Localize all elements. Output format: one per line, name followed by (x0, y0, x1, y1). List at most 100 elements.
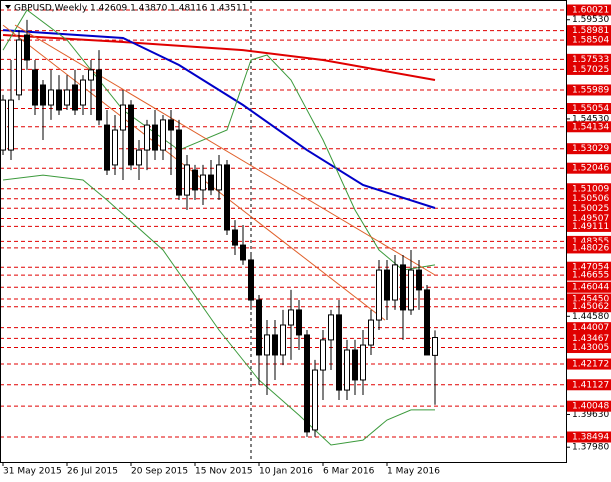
level-label: 1.58981 (572, 26, 609, 36)
indicator-line (2, 9, 436, 271)
level-label-box (567, 431, 611, 443)
level-label-box (567, 162, 611, 174)
level-label-box (567, 358, 611, 370)
level-label-box (567, 235, 611, 247)
plot-frame (0, 0, 567, 463)
level-label: 1.60021 (572, 5, 609, 15)
candle-body (296, 309, 302, 336)
candle-body (240, 244, 246, 261)
x-tick-label: 20 Sep 2015 (131, 467, 188, 477)
candle-body (80, 79, 86, 106)
candle-body (72, 84, 78, 111)
level-label: 1.48355 (572, 237, 609, 247)
level-label-box (567, 242, 611, 254)
x-tick-label: 31 May 2015 (3, 467, 62, 477)
level-label: 1.55054 (572, 104, 609, 114)
level-label-box (567, 53, 611, 65)
candle-body (320, 339, 326, 371)
x-tick-label: 26 Jul 2015 (67, 467, 118, 477)
candle-body (200, 174, 206, 191)
candle-body (208, 174, 214, 191)
plot-area (0, 0, 566, 462)
x-tick-label: 15 Nov 2015 (195, 467, 253, 477)
level-label: 1.58504 (572, 36, 609, 46)
candle-body (280, 324, 286, 356)
candle-body (40, 84, 46, 106)
candle-body (64, 89, 70, 106)
level-label: 1.53029 (572, 144, 609, 154)
candle-body (336, 314, 342, 391)
level-label: 1.47054 (572, 263, 609, 273)
level-label: 1.45450 (572, 295, 609, 305)
level-label-box (567, 281, 611, 293)
candle-body (312, 369, 318, 431)
candle-body (432, 337, 438, 356)
indicator-line (2, 29, 436, 209)
level-label: 1.51009 (572, 184, 609, 194)
level-label: 1.57533 (572, 55, 609, 65)
candle-body (8, 99, 14, 151)
level-label: 1.38494 (572, 433, 609, 443)
candle-body (400, 264, 406, 311)
candle-body (136, 149, 142, 166)
candle-body (272, 334, 278, 356)
y-tick-label: 1.54530 (572, 114, 609, 124)
candle-body (0, 99, 6, 151)
level-label-box (567, 183, 611, 195)
candle-body (344, 349, 350, 391)
header-icon (5, 5, 11, 9)
candle-body (104, 124, 110, 171)
level-label: 1.44007 (572, 323, 609, 333)
level-label: 1.52046 (572, 164, 609, 174)
candle-body (376, 269, 382, 321)
level-label: 1.54134 (572, 122, 609, 132)
candle-body (264, 334, 270, 356)
chart-title: GBPUSD,Weekly 1.42609 1.43870 1.48116 1.… (14, 4, 247, 14)
level-label: 1.55989 (572, 85, 609, 95)
axes: 1.59530 1.54530 1.44580 1.39630 1.37980 1.600… (2, 4, 611, 477)
candle-body (24, 34, 30, 61)
level-label-box (567, 400, 611, 412)
candle-body (360, 344, 366, 381)
level-label: 1.50025 (572, 204, 609, 214)
level-label: 1.49111 (572, 222, 609, 232)
candle-body (232, 229, 238, 246)
level-label: 1.45062 (572, 302, 609, 312)
level-label-box (567, 4, 611, 16)
candle-body (160, 119, 166, 151)
candle-body (352, 349, 358, 381)
level-label: 1.50506 (572, 194, 609, 204)
candle-body (128, 104, 134, 166)
candle-body (248, 259, 254, 301)
candle-body (368, 319, 374, 346)
candle-body (152, 124, 158, 151)
candle-body (416, 269, 422, 291)
candle-body (328, 314, 334, 341)
candle-body (96, 69, 102, 121)
candle-body (184, 164, 190, 196)
candle-body (56, 89, 62, 111)
y-tick-label: 1.44580 (572, 312, 609, 322)
level-label-box (567, 202, 611, 214)
level-label-box (567, 34, 611, 46)
candle-body (16, 39, 22, 96)
candle-body (384, 269, 390, 301)
level-label: 1.43005 (572, 343, 609, 353)
candle-body (216, 164, 222, 191)
y-tick-label: 1.39630 (572, 410, 609, 420)
level-label-box (567, 379, 611, 391)
candle-body (144, 124, 150, 151)
level-label-box (567, 25, 611, 37)
level-label: 1.57025 (572, 65, 609, 75)
candle-body (408, 269, 414, 311)
level-label-box (567, 143, 611, 155)
candle-body (168, 119, 174, 131)
candle-body (288, 309, 294, 326)
level-label: 1.48026 (572, 243, 609, 253)
level-label-box (567, 103, 611, 115)
candle-body (32, 69, 38, 106)
candle-body (392, 264, 398, 301)
level-label-box (567, 342, 611, 354)
level-label-box (567, 261, 611, 273)
